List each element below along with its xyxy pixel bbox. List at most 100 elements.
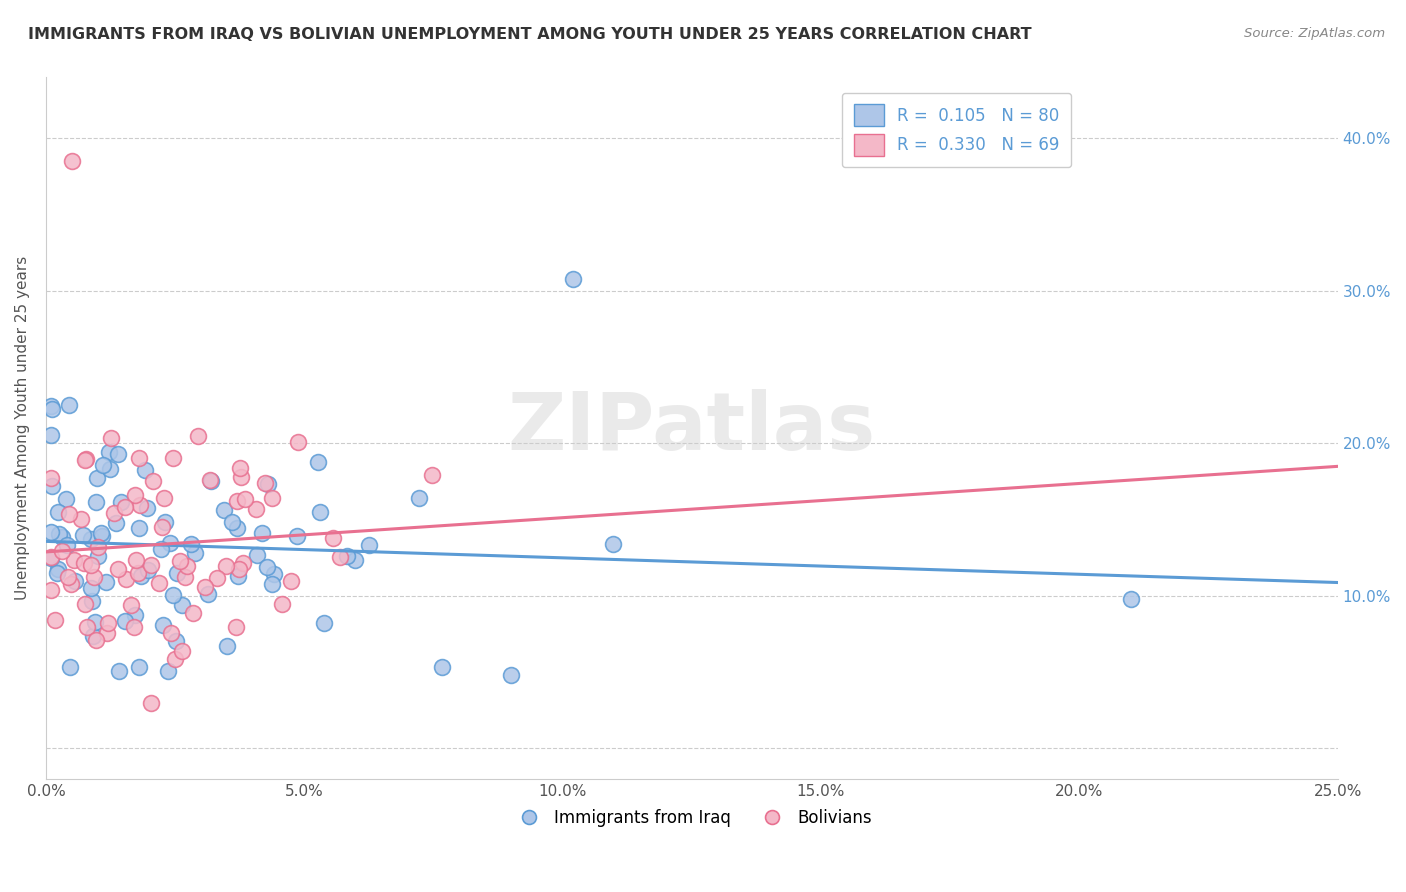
Point xyxy=(169,554,191,568)
Point xyxy=(307,455,329,469)
Point xyxy=(233,491,256,506)
Point xyxy=(176,559,198,574)
Point xyxy=(128,660,150,674)
Point xyxy=(56,537,79,551)
Point xyxy=(39,428,62,442)
Legend: Immigrants from Iraq, Bolivians: Immigrants from Iraq, Bolivians xyxy=(505,803,879,834)
Point xyxy=(229,461,252,475)
Point xyxy=(170,599,193,613)
Point xyxy=(51,544,73,558)
Point xyxy=(408,491,430,506)
Point xyxy=(141,474,163,488)
Point xyxy=(180,536,202,550)
Point xyxy=(226,569,249,583)
Point xyxy=(58,398,80,412)
Point xyxy=(84,633,107,648)
Point xyxy=(39,582,62,597)
Point xyxy=(39,525,62,540)
Point xyxy=(215,558,238,573)
Point xyxy=(83,570,105,584)
Y-axis label: Unemployment Among Youth under 25 years: Unemployment Among Youth under 25 years xyxy=(15,256,30,600)
Point xyxy=(39,399,62,413)
Point xyxy=(127,566,149,581)
Point xyxy=(70,512,93,526)
Point xyxy=(80,582,103,596)
Point xyxy=(84,495,107,509)
Point xyxy=(253,476,276,491)
Point xyxy=(159,536,181,550)
Point xyxy=(60,577,83,591)
Point xyxy=(110,495,132,509)
Point xyxy=(263,566,285,581)
Point xyxy=(55,491,77,506)
Point xyxy=(41,479,63,493)
Text: Source: ZipAtlas.com: Source: ZipAtlas.com xyxy=(1244,27,1385,40)
Point xyxy=(184,546,207,560)
Point xyxy=(198,473,221,487)
Point xyxy=(98,462,121,476)
Point xyxy=(91,458,114,473)
Point xyxy=(39,471,62,485)
Point xyxy=(357,538,380,552)
Point xyxy=(44,613,66,627)
Point xyxy=(162,451,184,466)
Point xyxy=(136,500,159,515)
Point xyxy=(280,574,302,589)
Point xyxy=(125,553,148,567)
Point xyxy=(86,471,108,485)
Point xyxy=(63,574,86,588)
Point xyxy=(134,463,156,477)
Point xyxy=(75,597,97,611)
Point xyxy=(120,598,142,612)
Point xyxy=(308,505,330,519)
Point xyxy=(107,562,129,576)
Point xyxy=(160,625,183,640)
Point xyxy=(166,566,188,581)
Point xyxy=(59,660,82,674)
Point xyxy=(232,556,254,570)
Point xyxy=(221,515,243,529)
Point xyxy=(104,516,127,530)
Point xyxy=(150,541,173,556)
Point xyxy=(225,494,247,508)
Point xyxy=(153,515,176,529)
Point xyxy=(329,550,352,565)
Point xyxy=(562,271,585,285)
Point xyxy=(194,580,217,594)
Point xyxy=(96,575,118,590)
Point xyxy=(62,553,84,567)
Point xyxy=(200,474,222,488)
Point xyxy=(114,500,136,515)
Point xyxy=(344,552,367,566)
Point xyxy=(287,434,309,449)
Point xyxy=(138,563,160,577)
Point xyxy=(108,664,131,678)
Point xyxy=(225,521,247,535)
Point xyxy=(114,572,136,586)
Point xyxy=(285,529,308,543)
Point xyxy=(150,520,173,534)
Point xyxy=(60,154,83,169)
Point xyxy=(103,506,125,520)
Point xyxy=(499,668,522,682)
Point xyxy=(128,450,150,465)
Point xyxy=(114,614,136,628)
Point xyxy=(107,447,129,461)
Point xyxy=(51,530,73,544)
Point xyxy=(1119,591,1142,606)
Point xyxy=(39,551,62,566)
Point xyxy=(129,568,152,582)
Point xyxy=(163,652,186,666)
Point xyxy=(165,634,187,648)
Point xyxy=(602,537,624,551)
Point xyxy=(245,502,267,516)
Point xyxy=(162,588,184,602)
Point xyxy=(100,431,122,445)
Point xyxy=(90,525,112,540)
Text: ZIPatlas: ZIPatlas xyxy=(508,389,876,467)
Point xyxy=(97,445,120,459)
Point xyxy=(128,520,150,534)
Point xyxy=(252,525,274,540)
Point xyxy=(79,532,101,546)
Point xyxy=(41,402,63,417)
